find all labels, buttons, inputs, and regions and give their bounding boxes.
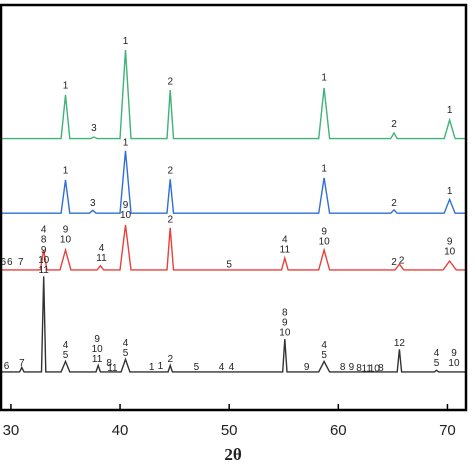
peak-label: 1 xyxy=(123,137,129,148)
peak-label: 7 xyxy=(19,358,25,369)
peak-label: 9 xyxy=(94,334,100,345)
peak-label: 8 xyxy=(378,363,384,374)
peak-label: 10 xyxy=(279,328,291,339)
pattern-line xyxy=(0,276,466,373)
peak-label: 6 xyxy=(7,257,13,268)
x-tick-label: 50 xyxy=(221,422,238,439)
peak-label: 10 xyxy=(448,358,460,369)
peak-label: 9 xyxy=(321,227,327,238)
peak-label: 10 xyxy=(369,364,381,375)
peak-label: 10 xyxy=(60,235,72,246)
peak-label: 9 xyxy=(282,318,288,329)
peak-label: 1 xyxy=(149,362,155,373)
peak-label: 10 xyxy=(444,247,456,258)
peak-label: 4 xyxy=(99,243,105,254)
x-axis-label: 2θ xyxy=(224,445,242,464)
peak-label: 4 xyxy=(321,340,327,351)
peak-label: 12 xyxy=(394,338,406,349)
peak-label: 2 xyxy=(167,77,173,88)
peak-label: 10 xyxy=(120,210,132,221)
plot-frame xyxy=(0,3,468,412)
peak-label: 9 xyxy=(123,200,129,211)
peak-label: 7 xyxy=(18,257,24,268)
peak-label: 4 xyxy=(63,340,69,351)
peak-label: 4 xyxy=(219,362,225,373)
peak-label: 1 xyxy=(123,36,129,47)
peak-label: 4 xyxy=(123,338,129,349)
peak-label: 8 xyxy=(340,362,346,373)
peak-label: 9 xyxy=(41,245,47,256)
peak-label: 1 xyxy=(63,81,69,92)
peak-label: 4 xyxy=(229,362,235,373)
peak-label: 5 xyxy=(434,358,440,369)
peak-label: 6 xyxy=(0,257,6,268)
peak-label: 10 xyxy=(38,255,50,266)
peak-label: 10 xyxy=(92,344,104,355)
x-tick-label: 70 xyxy=(439,422,456,439)
peak-label: 11 xyxy=(280,245,291,256)
peak-label: 3 xyxy=(91,123,97,134)
peak-label: 9 xyxy=(304,362,310,373)
pattern-line xyxy=(0,49,466,140)
peak-label: 5 xyxy=(194,362,200,373)
peak-label: 4 xyxy=(41,225,47,236)
peak-label: 2 xyxy=(391,119,397,130)
peak-label: 11 xyxy=(361,363,372,374)
peak-label: 2 xyxy=(167,214,173,225)
peak-label: 5 xyxy=(63,350,69,361)
peak-label: 2 xyxy=(391,257,397,268)
peak-label: 11 xyxy=(107,363,118,374)
peak-label: 2 xyxy=(167,354,173,365)
peak-label: 4 xyxy=(282,235,288,246)
peak-label: 1 xyxy=(63,166,69,177)
x-tick-label: 40 xyxy=(112,422,129,439)
peak-label: 1 xyxy=(447,105,453,116)
peak-label: 5 xyxy=(123,348,129,359)
peak-label: 11 xyxy=(96,253,107,264)
peak-label: 4 xyxy=(434,348,440,359)
peak-label: 9 xyxy=(63,225,69,236)
x-tick-label: 30 xyxy=(3,422,20,439)
peak-label: 1 xyxy=(321,73,327,84)
peak-label: 8 xyxy=(41,235,47,246)
peak-label: 10 xyxy=(319,237,331,248)
peak-label: 1 xyxy=(321,164,327,175)
peak-label: 1 xyxy=(447,186,453,197)
peak-label: 9 xyxy=(349,362,355,373)
pattern-line xyxy=(0,150,466,214)
peak-label: 9 xyxy=(451,348,457,359)
peak-label: 2 xyxy=(167,166,173,177)
peak-label: 8 xyxy=(106,358,112,369)
peak-label: 2 xyxy=(399,256,405,267)
peak-label: 8 xyxy=(282,308,288,319)
x-tick-label: 60 xyxy=(330,422,347,439)
peak-label: 2 xyxy=(391,198,397,209)
pattern-line xyxy=(0,224,466,271)
peak-label: 8 xyxy=(356,363,362,374)
peak-label: 11 xyxy=(38,265,49,276)
peak-label: 6 xyxy=(4,361,10,372)
peak-label: 3 xyxy=(90,198,96,209)
peak-label: 5 xyxy=(321,350,327,361)
peak-label: 5 xyxy=(226,260,232,271)
peak-label: 1 xyxy=(158,361,164,372)
peak-label: 9 xyxy=(447,237,453,248)
peak-label: 11 xyxy=(92,354,103,365)
